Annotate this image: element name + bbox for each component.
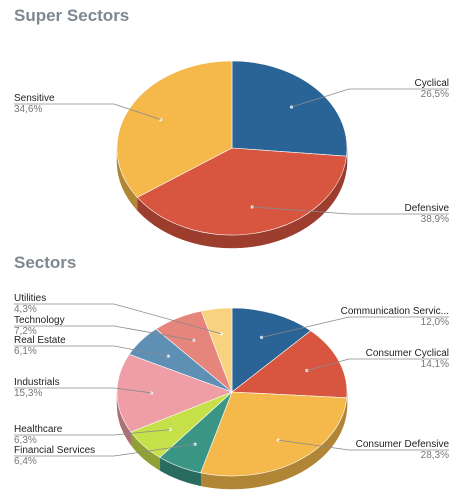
pie-top-layer [116,60,348,236]
slice-value-industrials: 15,3% [14,388,42,399]
slice-label-communication-servic: Communication Servic... [341,306,449,317]
slice-value-financial-services: 6,4% [14,456,37,467]
slice-label-sensitive: Sensitive [14,93,55,104]
super-sectors-title: Super Sectors [14,6,130,25]
slice-value-utilities: 4,3% [14,304,37,315]
leader-line-sensitive [14,103,161,121]
pie-label-layer: Communication Servic...12,0% Consumer Cyc… [14,293,449,467]
slice-label-real-estate: Real Estate [14,335,66,346]
leader-dot-defensive [250,205,254,209]
leader-line-consumer-cyclical [306,358,449,371]
slice-label-financial-services: Financial Services [14,445,95,456]
slice-label-consumer-defensive: Consumer Defensive [356,439,450,450]
pie-slice-industrials[interactable] [116,353,233,433]
slice-value-sensitive: 34,6% [14,104,42,115]
pie-slice-consumer-defensive[interactable] [200,391,348,477]
pie-slice-defensive[interactable] [136,147,347,236]
slice-value-healthcare: 6,3% [14,435,37,446]
slice-value-defensive: 38,9% [421,214,449,225]
sectors-title: Sectors [14,253,77,272]
slice-label-defensive: Defensive [405,203,450,214]
pie-slice-sensitive[interactable] [116,60,233,198]
pie-slice-communication-servic[interactable] [231,307,312,393]
slice-value-cyclical: 26,5% [421,89,449,100]
leader-line-financial-services [14,443,196,457]
slice-value-communication-servic: 12,0% [421,317,449,328]
slice-label-cyclical: Cyclical [415,78,449,89]
slice-value-real-estate: 6,1% [14,346,37,357]
leader-line-industrials [14,387,152,394]
leader-line-utilities [14,303,222,335]
slice-label-technology: Technology [14,315,65,326]
leader-line-healthcare [14,429,171,436]
slice-value-technology: 7,2% [14,326,37,337]
leader-line-cyclical [291,88,449,108]
leader-line-consumer-defensive [278,439,449,451]
slice-label-healthcare: Healthcare [14,424,63,435]
slice-value-consumer-defensive: 28,3% [421,450,449,461]
pie-top-layer [116,307,348,477]
leader-line-real-estate [14,345,169,357]
pie-slice-utilities[interactable] [200,307,233,393]
leader-line-technology [14,325,194,341]
pie-slice-cyclical[interactable] [231,60,348,157]
leader-line-defensive [252,206,449,215]
slice-label-consumer-cyclical: Consumer Cyclical [366,348,449,359]
leader-line-communication-servic [261,316,449,338]
slice-label-industrials: Industrials [14,377,60,388]
slice-label-utilities: Utilities [14,293,46,304]
slice-value-consumer-cyclical: 14,1% [421,359,449,370]
